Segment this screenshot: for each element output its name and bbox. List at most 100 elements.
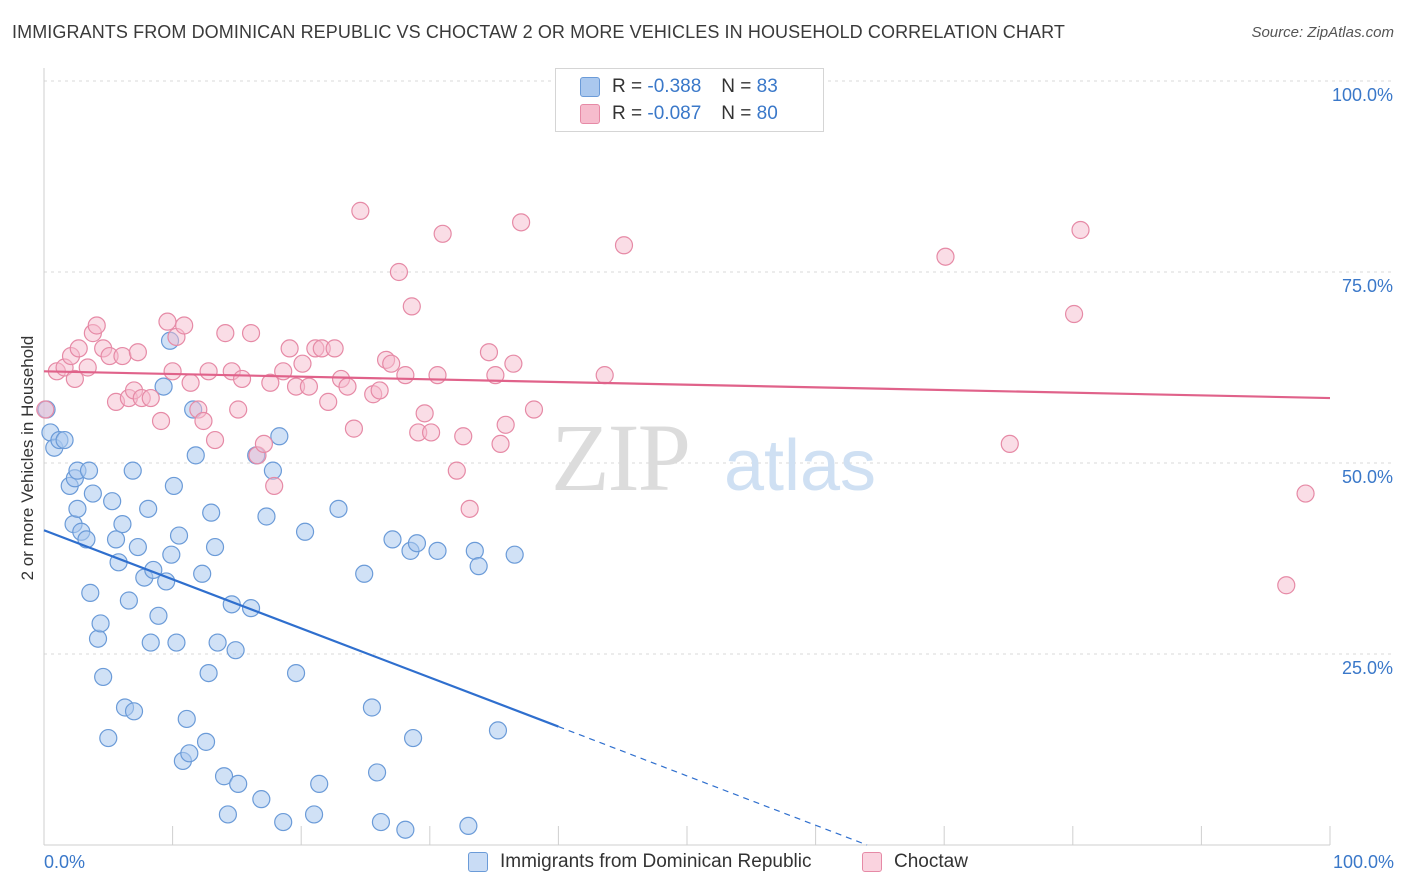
trend-line-dominican-extension: [558, 726, 868, 846]
data-point-dominican: [208, 633, 227, 652]
legend-item-label: Choctaw: [894, 851, 968, 872]
x-tick-max: 100.0%: [1332, 852, 1394, 872]
data-point-dominican: [257, 507, 276, 526]
trend-line-choctaw: [43, 370, 1331, 400]
data-point-dominican: [459, 816, 478, 836]
legend-n-value: 80: [756, 103, 778, 124]
data-point-choctaw: [175, 316, 194, 335]
data-point-choctaw: [232, 369, 252, 389]
data-point-choctaw: [141, 388, 160, 408]
data-point-dominican: [371, 812, 391, 832]
axes: [43, 68, 1331, 846]
data-point-choctaw: [454, 427, 473, 446]
data-point-choctaw: [65, 369, 84, 389]
data-point-dominican: [81, 583, 100, 602]
data-point-dominican: [186, 446, 205, 465]
watermark-atlas: atlas: [724, 426, 876, 506]
data-point-choctaw: [433, 224, 452, 243]
data-point-choctaw: [351, 201, 370, 220]
data-point-dominican: [355, 564, 374, 583]
data-point-dominican: [505, 545, 524, 564]
chart-title: IMMIGRANTS FROM DOMINICAN REPUBLIC VS CH…: [12, 22, 1065, 42]
data-point-choctaw: [36, 400, 55, 419]
data-point-dominican: [88, 629, 108, 648]
data-point-choctaw: [158, 312, 177, 331]
legend-swatch-pink: [580, 104, 600, 124]
data-point-choctaw: [299, 377, 319, 396]
data-point-dominican: [141, 633, 160, 652]
series-dominican-points: [37, 331, 524, 839]
data-point-dominican: [270, 427, 289, 446]
legend-row-choctaw: R = -0.087 N = 80: [580, 102, 778, 126]
source-label: Source: ZipAtlas.com: [1251, 24, 1394, 41]
data-point-choctaw: [199, 362, 218, 381]
data-point-choctaw: [382, 354, 401, 373]
data-point-dominican: [202, 503, 221, 522]
data-point-dominican: [83, 484, 102, 503]
data-point-dominican: [295, 522, 315, 541]
correlation-legend: R = -0.388 N = 83 R = -0.087 N = 80: [555, 68, 824, 132]
data-point-choctaw: [614, 236, 634, 255]
legend-r-value: -0.388: [647, 76, 702, 97]
data-point-choctaw: [447, 461, 466, 480]
y-tick-label: 25.0%: [1342, 658, 1393, 678]
data-point-dominican: [169, 526, 189, 545]
data-point-dominican: [407, 534, 427, 553]
grid-lines: [44, 80, 1395, 655]
data-point-dominican: [128, 537, 147, 557]
legend-swatch-blue: [580, 77, 600, 97]
data-point-choctaw: [595, 366, 614, 385]
y-tick-label: 50.0%: [1342, 467, 1393, 487]
data-point-dominican: [103, 492, 122, 511]
data-point-choctaw: [338, 377, 357, 396]
data-point-choctaw: [1064, 304, 1084, 324]
data-point-dominican: [383, 530, 402, 549]
data-point-choctaw: [524, 400, 544, 419]
data-point-choctaw: [415, 404, 434, 423]
data-point-choctaw: [1296, 484, 1315, 503]
y-tick-label: 75.0%: [1342, 276, 1393, 296]
data-point-dominican: [113, 515, 132, 534]
data-point-choctaw: [1277, 576, 1296, 595]
legend-row-dominican: R = -0.388 N = 83: [580, 75, 778, 99]
data-point-dominican: [218, 805, 237, 824]
data-point-dominican: [154, 377, 173, 396]
data-point-dominican: [193, 564, 212, 583]
data-point-choctaw: [479, 343, 499, 362]
data-point-choctaw: [504, 354, 523, 373]
data-point-dominican: [164, 476, 183, 496]
series-choctaw-points: [36, 201, 1315, 595]
data-point-dominican: [428, 541, 447, 560]
data-point-dominican: [274, 812, 293, 832]
data-point-dominican: [286, 663, 306, 683]
data-point-choctaw: [205, 430, 225, 450]
data-point-choctaw: [194, 411, 213, 431]
data-point-dominican: [157, 572, 176, 591]
legend-item-choctaw: Choctaw: [862, 851, 968, 873]
watermark: ZIP atlas: [551, 404, 876, 511]
trend-lines: [43, 370, 1331, 846]
data-point-dominican: [465, 541, 484, 560]
data-point-choctaw: [319, 392, 338, 411]
data-point-dominican: [304, 805, 324, 824]
series-legend: Immigrants from Dominican Republic Choct…: [0, 851, 1406, 877]
data-point-choctaw: [512, 213, 531, 232]
data-point-dominican: [214, 767, 234, 786]
data-point-dominican: [310, 774, 329, 793]
data-point-choctaw: [265, 476, 284, 496]
data-point-choctaw: [402, 297, 421, 316]
data-point-dominican: [488, 721, 508, 740]
data-point-dominican: [68, 499, 87, 518]
data-point-choctaw: [69, 339, 88, 358]
data-point-dominican: [162, 545, 181, 564]
data-point-dominican: [123, 461, 142, 480]
data-point-dominican: [252, 790, 271, 809]
data-point-choctaw: [128, 343, 147, 362]
data-point-dominican: [149, 606, 168, 625]
data-point-choctaw: [87, 316, 106, 335]
data-point-choctaw: [1000, 434, 1019, 453]
data-point-choctaw: [325, 339, 344, 358]
data-point-choctaw: [241, 324, 261, 343]
data-point-choctaw: [229, 400, 248, 419]
